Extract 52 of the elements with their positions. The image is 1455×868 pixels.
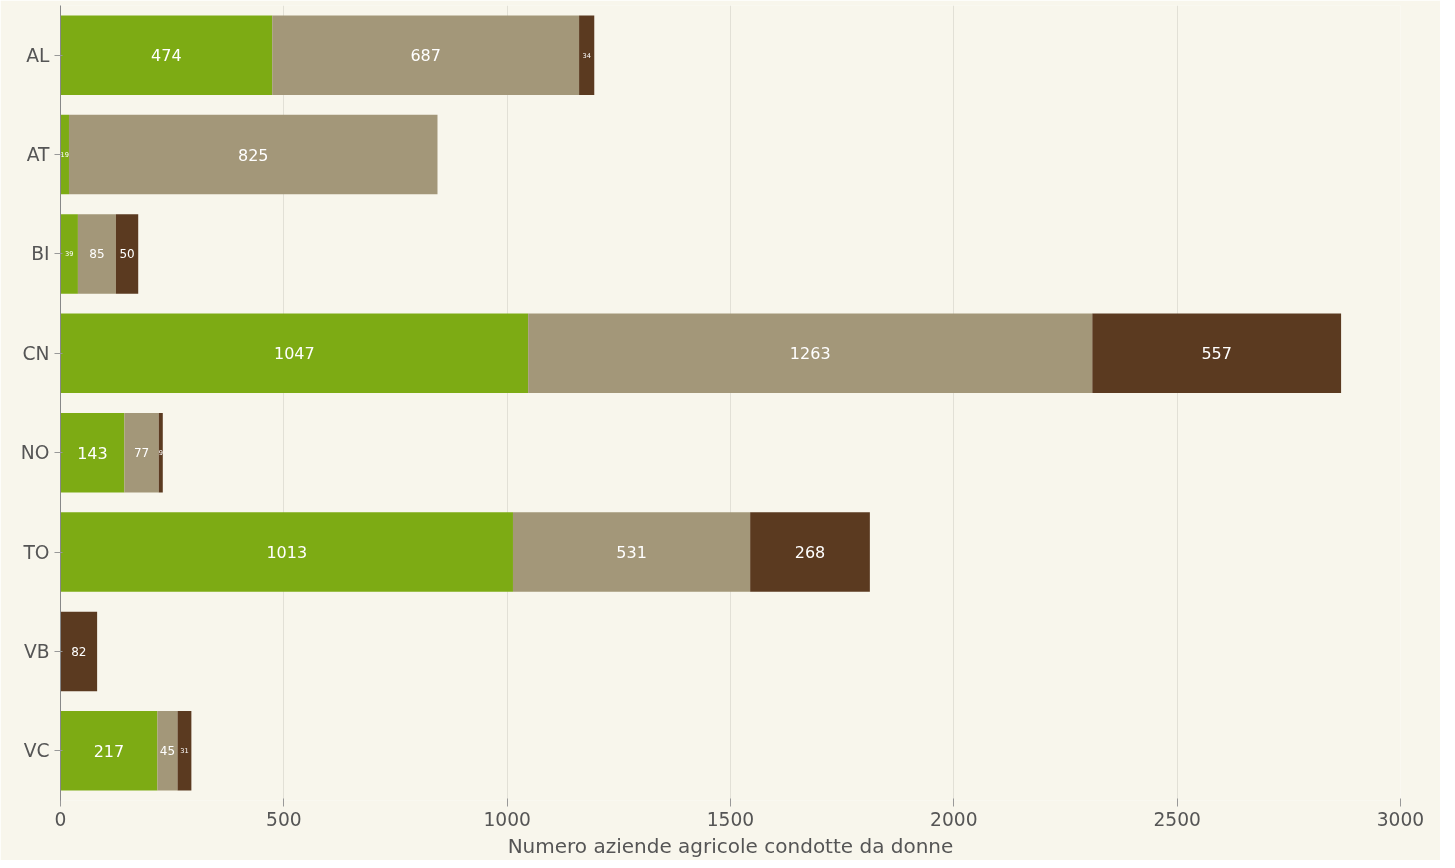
data-label: 687 [410,46,441,66]
data-label: 217 [93,741,125,761]
x-tick-label: 2000 [930,808,978,830]
y-tick-label: AT [26,144,51,166]
bar [512,512,751,592]
bar [115,214,139,294]
x-tick-label: 3000 [1376,808,1425,830]
bar [750,512,870,592]
y-tick-label: BI [31,243,50,265]
bar [157,711,178,791]
data-label: 85 [89,247,105,262]
x-tick-label: 0 [54,808,67,830]
data-label: 557 [1201,344,1232,364]
y-tick-label: VB [23,640,50,662]
y-tick-label: TO [22,541,50,563]
bar [68,114,438,195]
data-label: 82 [71,644,87,659]
bar [528,313,1093,394]
data-label: 531 [616,543,647,563]
y-tick-label: VC [23,740,50,762]
bar [579,15,595,95]
bar [1092,313,1342,394]
bar [60,611,98,692]
bar [272,15,580,95]
data-label: 474 [151,46,182,66]
bar [124,412,159,493]
data-label: 1047 [273,344,315,364]
data-label: 45 [159,744,176,759]
x-axis-title: Numero aziende agricole condotte da donne [507,833,954,858]
x-tick-label: 1000 [483,808,531,830]
x-tick-label: 1500 [706,808,755,830]
data-label: 1013 [266,543,308,563]
bar [60,214,78,294]
data-label: 1263 [789,344,831,364]
bar [60,711,158,791]
bar [158,412,163,493]
data-label: 825 [237,145,269,165]
x-tick-label: 2500 [1153,808,1201,830]
data-label: 268 [794,543,826,563]
bar [60,15,273,95]
y-tick-label: CN [22,342,50,364]
bar [60,512,513,592]
bar [60,412,125,493]
bar [60,313,529,394]
data-label: 50 [119,247,135,262]
bar [177,711,192,791]
x-tick-label: 500 [266,808,302,830]
data-label: 143 [77,443,108,463]
y-tick-label: AL [26,44,51,66]
y-tick-label: NO [20,442,50,464]
data-label: 77 [133,446,150,461]
bar [77,214,116,294]
